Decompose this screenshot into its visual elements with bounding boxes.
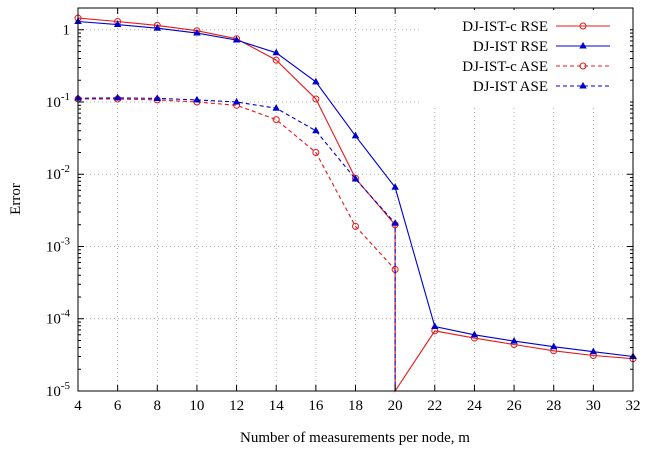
y-tick-label: 10-3 (46, 235, 71, 255)
data-point (470, 330, 479, 338)
legend-label: DJ-IST RSE (473, 39, 548, 55)
x-axis-title: Number of measurements per node, m (240, 430, 470, 446)
x-tick-label: 12 (229, 398, 244, 414)
legend-marker (579, 81, 587, 89)
data-point (272, 116, 280, 124)
data-point (391, 183, 399, 190)
series-line (77, 97, 396, 391)
data-point (312, 77, 320, 85)
x-tick-label: 10 (189, 398, 204, 414)
y-tick-label: 10-5 (46, 380, 71, 400)
legend-marker (579, 41, 587, 49)
series-lines (74, 14, 637, 393)
x-axis-title-text: Number of measurements per node, m (240, 430, 470, 446)
legend: DJ-IST-c RSE DJ-IST RSE DJ-IST-c ASE DJ-IST… (420, 10, 630, 106)
data-point (272, 56, 280, 64)
data-point (232, 35, 241, 43)
x-tick-label: 24 (467, 398, 483, 414)
y-axis-title: Error (8, 183, 24, 215)
series-dj-ist-ase (74, 93, 399, 391)
data-point (153, 94, 161, 101)
x-tick-label: 20 (388, 398, 403, 414)
x-tick-label: 28 (546, 398, 561, 414)
x-tick-label: 32 (626, 398, 641, 414)
data-point (193, 28, 201, 36)
x-tick-label: 30 (586, 398, 601, 414)
series-dj-ist-rse (74, 17, 637, 360)
data-point (312, 149, 320, 157)
data-point (272, 48, 280, 56)
x-tick-label: 18 (348, 398, 363, 414)
data-point (510, 337, 518, 344)
data-point (113, 93, 122, 101)
data-point (153, 24, 161, 31)
legend-label: DJ-IST ASE (473, 79, 548, 95)
data-point (431, 322, 439, 330)
legend-marker (579, 22, 587, 30)
x-tick-label: 4 (74, 398, 82, 414)
x-tick-label: 22 (427, 398, 442, 414)
x-tick-label: 6 (114, 398, 122, 414)
y-tick-label: 10-4 (46, 308, 71, 328)
data-point (193, 95, 201, 103)
legend-label: DJ-IST-c ASE (462, 59, 548, 75)
y-tick-label: 10-1 (46, 91, 70, 111)
x-tick-label: 14 (269, 398, 285, 414)
legend-marker (579, 62, 587, 70)
legend-label: DJ-IST-c RSE (462, 19, 548, 35)
x-tick-label: 26 (507, 398, 523, 414)
data-point (113, 20, 122, 28)
y-tick-label: 10-2 (46, 163, 70, 183)
data-point (391, 219, 399, 226)
x-tick-label: 16 (308, 398, 324, 414)
data-point (232, 97, 241, 105)
data-point (352, 222, 359, 230)
data-point (351, 131, 360, 139)
data-point (550, 342, 558, 350)
data-point (589, 347, 598, 355)
data-point (351, 174, 360, 182)
data-point (272, 104, 280, 111)
data-point (312, 95, 320, 103)
y-tick-label: 1 (63, 23, 71, 39)
series-line (78, 98, 396, 391)
x-tick-label: 8 (154, 398, 162, 414)
axis-ticks: 4 6 8 10 12 14 16 18 20 22 24 26 28 30 32 1 10-1 10-2 10-3… (46, 7, 641, 414)
data-point (312, 126, 320, 134)
